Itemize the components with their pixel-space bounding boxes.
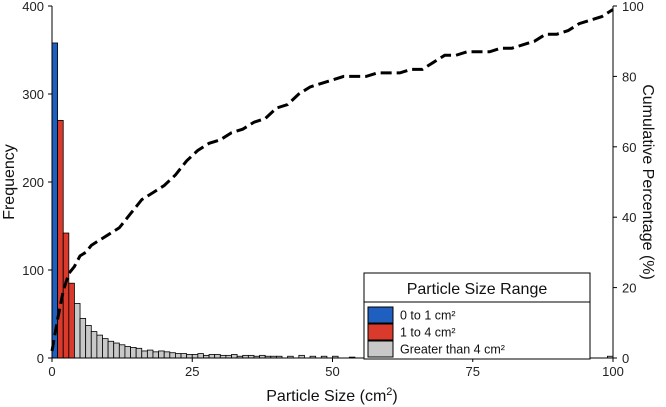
legend-title: Particle Size Range bbox=[407, 281, 548, 298]
bar-series-2-bin-10 bbox=[107, 340, 115, 359]
legend-swatch-2 bbox=[367, 340, 394, 358]
bar-series-2-bin-26 bbox=[197, 353, 204, 359]
bar-series-2-bin-6 bbox=[85, 325, 92, 359]
y-axis-title: Frequency bbox=[1, 144, 18, 220]
bar-series-2-bin-8 bbox=[96, 334, 103, 359]
y2-tick-labels: 0 20 40 60 80 100 bbox=[613, 0, 644, 366]
bar-series-2-bin-23 bbox=[180, 353, 188, 359]
bar-series-2-bin-12 bbox=[118, 344, 126, 359]
bar-series-2-bin-28 bbox=[208, 354, 216, 359]
bar-series-2-bin-16 bbox=[141, 350, 148, 359]
bar-series-2-bin-24 bbox=[186, 354, 193, 359]
bar-series-2-bin-14 bbox=[130, 347, 137, 359]
legend-items: 0 to 1 cm² 1 to 4 cm² Greater than 4 cm² bbox=[367, 306, 505, 358]
bar-series-2-bin-32 bbox=[231, 354, 238, 359]
y-tick-label-300: 300 bbox=[22, 87, 44, 102]
y-tick-label-400: 400 bbox=[22, 0, 44, 14]
y-tick-labels: 0 100 200 300 400 bbox=[22, 0, 52, 366]
histogram-bars bbox=[51, 42, 614, 359]
y2-tick-label-80: 80 bbox=[622, 69, 636, 84]
bar-series-2-bin-29 bbox=[214, 354, 221, 359]
bar-series-2-bin-9 bbox=[102, 338, 109, 359]
bar-series-2-bin-11 bbox=[113, 342, 120, 359]
legend-swatch-1 bbox=[367, 323, 394, 341]
bar-series-2-bin-19 bbox=[158, 350, 165, 359]
bar-series-2-bin-13 bbox=[124, 346, 131, 359]
y-tick-label-200: 200 bbox=[22, 175, 44, 190]
legend-label-1: 1 to 4 cm² bbox=[400, 326, 456, 340]
x-tick-labels: 0 25 50 75 100 bbox=[48, 358, 624, 379]
x-tick-label-25: 25 bbox=[185, 364, 199, 379]
y-tick-label-0: 0 bbox=[37, 351, 44, 366]
y2-tick-label-40: 40 bbox=[622, 210, 636, 225]
y-tick-label-100: 100 bbox=[22, 263, 44, 278]
legend-label-2: Greater than 4 cm² bbox=[400, 343, 505, 357]
x-tick-label-100: 100 bbox=[602, 364, 624, 379]
x-tick-label-75: 75 bbox=[466, 364, 480, 379]
bar-series-2-bin-15 bbox=[135, 347, 143, 359]
bar-series-1-bin-3 bbox=[68, 282, 75, 359]
bar-series-2-bin-22 bbox=[175, 353, 182, 359]
y2-tick-label-20: 20 bbox=[622, 281, 636, 296]
x-tick-label-50: 50 bbox=[325, 364, 339, 379]
cumulative-percentage-line bbox=[50, 8, 614, 352]
legend-swatch-0 bbox=[367, 306, 394, 324]
y2-tick-label-0: 0 bbox=[622, 351, 629, 366]
x-axis-title: Particle Size (cm2) bbox=[266, 386, 397, 405]
bar-series-1-bin-2 bbox=[62, 232, 70, 359]
legend: Particle Size Range 0 to 1 cm² 1 to 4 cm²… bbox=[363, 272, 591, 360]
y2-tick-label-60: 60 bbox=[622, 140, 636, 155]
y2-axis-title: Cumulative Percentage (%) bbox=[639, 84, 656, 280]
bar-series-2-bin-20 bbox=[163, 351, 171, 359]
bar-series-2-bin-21 bbox=[169, 352, 176, 359]
bar-series-1-bin-1 bbox=[57, 120, 64, 359]
bar-series-0-bin-0 bbox=[51, 42, 59, 359]
legend-label-0: 0 to 1 cm² bbox=[400, 309, 456, 323]
bar-series-2-bin-4 bbox=[74, 303, 81, 359]
bar-series-2-bin-5 bbox=[79, 317, 87, 359]
y2-tick-label-100: 100 bbox=[622, 0, 644, 14]
bar-series-2-bin-25 bbox=[191, 354, 199, 359]
x-tick-label-0: 0 bbox=[48, 364, 55, 379]
bar-series-2-bin-18 bbox=[152, 351, 159, 359]
legend-header bbox=[363, 272, 591, 303]
bar-series-2-bin-17 bbox=[146, 349, 154, 359]
bar-series-2-bin-7 bbox=[90, 331, 98, 359]
